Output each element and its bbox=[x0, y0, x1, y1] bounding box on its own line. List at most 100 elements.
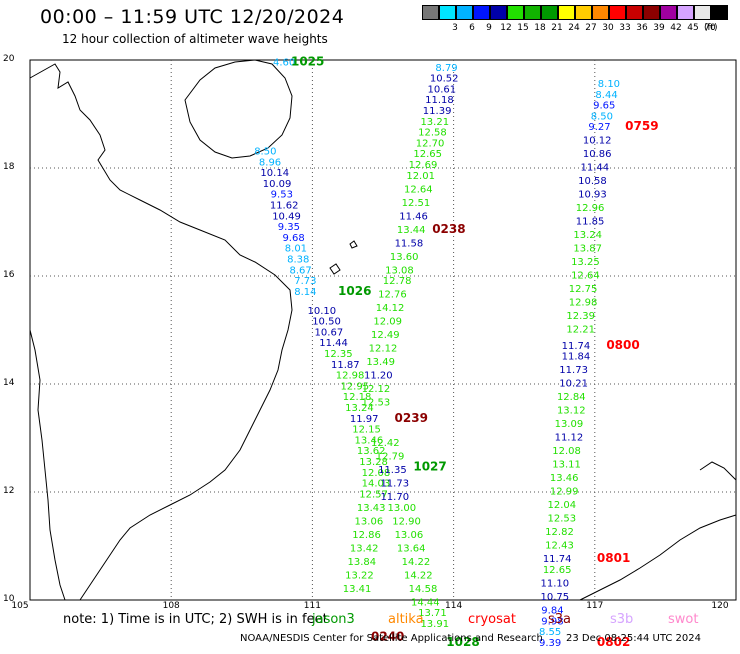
wave-height-value: 7.73 bbox=[294, 276, 316, 287]
wave-height-value: 11.12 bbox=[555, 433, 584, 444]
wave-height-value: 13.49 bbox=[366, 357, 395, 368]
wave-height-value: 12.04 bbox=[548, 500, 577, 511]
wave-height-value: 11.10 bbox=[540, 579, 569, 590]
palawan-coast bbox=[699, 461, 737, 481]
wave-height-value: 12.75 bbox=[569, 284, 598, 295]
wave-height-value: 12.86 bbox=[352, 530, 381, 541]
wave-height-value: 10.93 bbox=[578, 190, 607, 201]
wave-height-value: 13.46 bbox=[550, 473, 579, 484]
wave-height-value: 13.62 bbox=[357, 446, 386, 457]
wave-height-value: 10.61 bbox=[428, 84, 457, 95]
pass-time-label: 0238 bbox=[432, 222, 465, 236]
wave-height-value: 8.79 bbox=[435, 63, 457, 74]
wave-height-value: 12.57 bbox=[359, 489, 388, 500]
wave-height-value: 11.97 bbox=[350, 414, 379, 425]
wave-height-value: 11.39 bbox=[423, 106, 452, 117]
wave-height-value: 9.68 bbox=[282, 233, 304, 244]
colorbar-swatch bbox=[711, 5, 728, 20]
colorbar-swatch bbox=[592, 5, 609, 20]
wave-height-value: 11.18 bbox=[425, 95, 454, 106]
wave-height-value: 13.25 bbox=[571, 257, 600, 268]
wave-height-value: 12.64 bbox=[571, 271, 600, 282]
map-note: note: 1) Time is in UTC; 2) SWH is in fe… bbox=[63, 612, 328, 627]
wave-height-value: 12.12 bbox=[369, 344, 398, 355]
lat-tick-label: 14 bbox=[3, 378, 15, 388]
colorbar-swatch bbox=[609, 5, 626, 20]
wave-height-value: 12.01 bbox=[406, 171, 435, 182]
lat-tick-label: 16 bbox=[3, 270, 15, 280]
wave-height-value: 10.58 bbox=[578, 176, 607, 187]
wave-height-value: 13.44 bbox=[397, 225, 426, 236]
wave-height-value: 12.08 bbox=[552, 446, 581, 457]
colorbar-label: 21 bbox=[551, 23, 563, 33]
lat-tick-label: 10 bbox=[3, 594, 15, 604]
footer-credit: NOAA/NESDIS Center for Satellite Applica… bbox=[240, 633, 543, 644]
page-title: 00:00 – 11:59 UTC 12/20/2024 bbox=[40, 6, 345, 28]
colorbar-swatch bbox=[439, 5, 456, 20]
wave-height-value: 14.12 bbox=[376, 303, 405, 314]
wave-height-value: 10.50 bbox=[312, 317, 341, 328]
wave-height-value: 9.98 bbox=[541, 616, 563, 627]
colorbar-swatch bbox=[456, 5, 473, 20]
wave-height-value: 8.55 bbox=[539, 627, 561, 638]
wave-height-value: 13.43 bbox=[357, 503, 386, 514]
wave-height-value: 8.10 bbox=[598, 79, 620, 90]
pass-time-label: 0759 bbox=[625, 119, 658, 133]
wave-height-value: 13.06 bbox=[355, 516, 384, 527]
wave-height-value: 11.74 bbox=[562, 341, 591, 352]
lon-tick-label: 111 bbox=[303, 601, 321, 611]
wave-height-value: 8.50 bbox=[591, 111, 613, 122]
colorbar-swatch bbox=[694, 5, 711, 20]
wave-height-value: 11.74 bbox=[543, 554, 572, 565]
paracel-island bbox=[329, 263, 341, 275]
wave-height-value: 12.53 bbox=[548, 514, 577, 525]
wave-height-value: 12.76 bbox=[378, 290, 407, 301]
colorbar-unit: (ft) bbox=[704, 23, 718, 33]
wave-height-value: 13.24 bbox=[573, 230, 602, 241]
colorbar-label: 30 bbox=[602, 23, 614, 33]
wave-height-value: 9.84 bbox=[541, 606, 563, 617]
wave-height-value: 13.71 bbox=[418, 608, 447, 619]
wave-height-value: 13.09 bbox=[555, 419, 584, 430]
colorbar-label: 24 bbox=[568, 23, 580, 33]
lon-tick-label: 108 bbox=[162, 601, 180, 611]
wave-height-value: 11.84 bbox=[562, 352, 591, 363]
lon-tick-label: 114 bbox=[445, 601, 463, 611]
wave-height-value: 10.86 bbox=[583, 149, 612, 160]
colorbar-swatch bbox=[473, 5, 490, 20]
wave-height-value: 12.64 bbox=[404, 184, 433, 195]
wave-height-value: 8.96 bbox=[259, 157, 281, 168]
colorbar-swatch bbox=[507, 5, 524, 20]
wave-height-value: 10.49 bbox=[272, 211, 301, 222]
gulf-west-coast bbox=[29, 329, 66, 601]
wave-height-value: 11.85 bbox=[576, 217, 605, 228]
wave-height-value: 11.73 bbox=[559, 365, 588, 376]
wave-height-value: 13.12 bbox=[557, 406, 586, 417]
wave-height-value: 12.12 bbox=[362, 384, 391, 395]
satellite-legend-item: jason3 bbox=[312, 612, 355, 627]
wave-height-value: 10.14 bbox=[260, 168, 289, 179]
colorbar-swatch bbox=[524, 5, 541, 20]
wave-height-value: 13.87 bbox=[573, 244, 602, 255]
colorbar-swatch bbox=[677, 5, 694, 20]
wave-height-value: 12.98 bbox=[336, 371, 365, 382]
wave-height-value: 8.01 bbox=[285, 244, 307, 255]
wave-height-value: 10.12 bbox=[583, 136, 612, 147]
wave-height-value: 12.99 bbox=[550, 487, 579, 498]
wave-height-value: 11.58 bbox=[395, 238, 424, 249]
wave-height-value: 9.35 bbox=[278, 222, 300, 233]
wave-height-value: 12.70 bbox=[416, 138, 445, 149]
wave-height-value: 11.46 bbox=[399, 211, 428, 222]
wave-height-value: 11.70 bbox=[380, 492, 409, 503]
pass-time-label: 0240 bbox=[371, 630, 404, 644]
wave-height-value: 12.09 bbox=[373, 317, 402, 328]
wave-height-value: 14.58 bbox=[409, 584, 438, 595]
satellite-legend-item: cryosat bbox=[468, 612, 516, 627]
wave-height-value: 10.67 bbox=[315, 327, 344, 338]
pass-time-label: 1026 bbox=[338, 284, 371, 298]
wave-height-value: 13.64 bbox=[397, 543, 426, 554]
wave-height-value: 13.21 bbox=[420, 117, 449, 128]
wave-height-value: 13.28 bbox=[359, 457, 388, 468]
colorbar-label: 45 bbox=[687, 23, 699, 33]
